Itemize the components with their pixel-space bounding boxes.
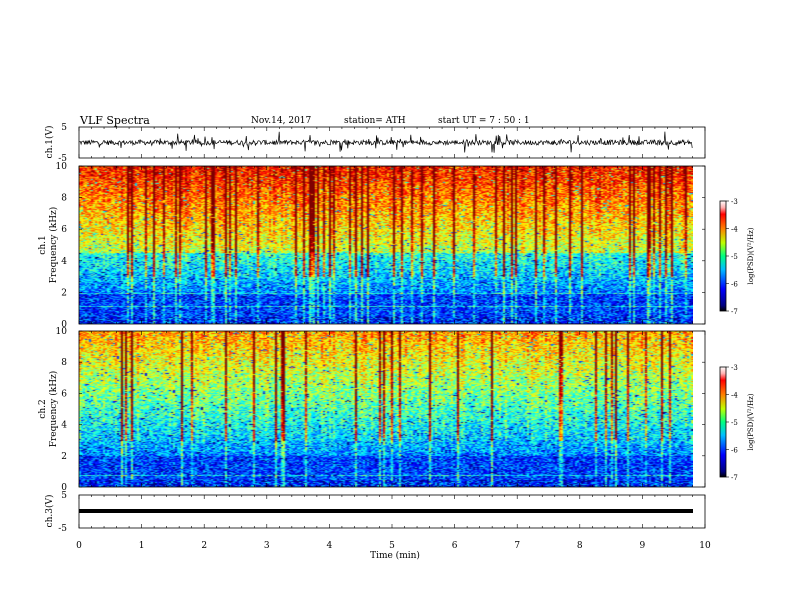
ch2-spectrogram-panel: 10 8 6 4 2 0 ch.2 Frequency (kHz) bbox=[38, 327, 706, 493]
time-axis-label: Time (min) bbox=[370, 550, 420, 561]
ch2-colorbar-ticklabels: -3 -4 -5 -6 -7 bbox=[726, 364, 738, 482]
ch2-frequency-ticklabels: 10 8 6 4 2 0 bbox=[56, 327, 705, 493]
ch1-spectrogram-panel: 10 8 6 4 2 0 ch.1 Frequency (kHz) bbox=[38, 162, 706, 330]
time-tick-label: 9 bbox=[640, 541, 646, 551]
colorbar-tick-label: -5 bbox=[731, 419, 738, 427]
time-tick-label: 8 bbox=[577, 541, 583, 551]
ch1-spectrogram-image bbox=[79, 166, 693, 324]
frequency-tick-label: 2 bbox=[61, 288, 67, 298]
colorbar-tick-label: -7 bbox=[731, 308, 738, 316]
frequency-tick-label: 10 bbox=[56, 327, 68, 337]
time-tick-label: 1 bbox=[139, 541, 145, 551]
ch3-ytick-top: 5 bbox=[61, 491, 67, 501]
ch3-waveform-panel: 5 -5 ch.3(V) bbox=[44, 491, 706, 534]
frequency-tick-label: 0 bbox=[61, 320, 67, 330]
start-time-label: start UT = 7 : 50 : 1 bbox=[438, 116, 530, 126]
ch3-waveform-ticks bbox=[78, 495, 706, 528]
ch1-waveform-ticks bbox=[78, 127, 706, 158]
ch1-colorbar-gradient bbox=[720, 201, 726, 311]
time-tick-label: 0 bbox=[76, 541, 82, 551]
ch1-waveform-ylabel: ch.1(V) bbox=[44, 126, 55, 159]
ch1-waveform-line bbox=[78, 131, 693, 153]
ch1-frequency-ticklabels: 10 8 6 4 2 0 bbox=[56, 162, 705, 330]
ch1-waveform-panel: 5 -5 ch.1(V) bbox=[44, 123, 706, 164]
colorbar-tick-label: -3 bbox=[731, 364, 738, 372]
time-tick-label: 2 bbox=[201, 541, 207, 551]
ch2-spectrogram-ticks bbox=[78, 331, 706, 487]
time-tick-label: 10 bbox=[699, 541, 711, 551]
ch1-channel-label: ch.1 bbox=[38, 235, 48, 254]
ch3-waveform-ylabel: ch.3(V) bbox=[44, 495, 55, 528]
colorbar-tick-label: -5 bbox=[731, 253, 738, 261]
ch1-ytick-top: 5 bbox=[61, 123, 67, 133]
time-tick-label: 6 bbox=[452, 541, 458, 551]
ch2-channel-label: ch.2 bbox=[38, 399, 48, 418]
ch2-colorbar: -3 -4 -5 -6 -7 log(PSD)(V²/Hz) bbox=[719, 364, 755, 482]
frequency-tick-label: 8 bbox=[61, 194, 67, 204]
colorbar-tick-label: -3 bbox=[731, 198, 738, 206]
frequency-tick-label: 4 bbox=[61, 257, 67, 267]
time-tick-label: 3 bbox=[264, 541, 270, 551]
ch2-colorbar-gradient bbox=[720, 367, 726, 477]
ch2-colorbar-label: log(PSD)(V²/Hz) bbox=[747, 393, 755, 450]
colorbar-tick-label: -4 bbox=[731, 392, 738, 400]
date-label: Nov.14, 2017 bbox=[251, 116, 312, 126]
ch3-waveform-line bbox=[79, 509, 693, 513]
frequency-tick-label: 6 bbox=[61, 225, 67, 235]
colorbar-tick-label: -6 bbox=[731, 281, 738, 289]
frequency-tick-label: 6 bbox=[61, 389, 67, 399]
figure-title: VLF Spectra bbox=[79, 114, 150, 127]
ch1-colorbar: -3 -4 -5 -6 -7 log(PSD)(V²/Hz) bbox=[719, 198, 755, 316]
frequency-tick-label: 10 bbox=[56, 162, 68, 172]
ch1-spectrogram-ticks bbox=[78, 166, 706, 324]
colorbar-tick-label: -6 bbox=[731, 447, 738, 455]
frequency-tick-label: 8 bbox=[61, 358, 67, 368]
station-label: station= ATH bbox=[344, 116, 406, 126]
time-axis-ticklabels: 0 1 2 3 4 5 6 7 8 9 10 bbox=[76, 541, 711, 551]
time-tick-label: 7 bbox=[514, 541, 520, 551]
colorbar-tick-label: -4 bbox=[731, 226, 738, 234]
ch1-colorbar-label: log(PSD)(V²/Hz) bbox=[747, 227, 755, 284]
frequency-tick-label: 4 bbox=[61, 421, 67, 431]
ch1-ytick-bottom: -5 bbox=[58, 154, 67, 164]
ch2-spectrogram-image bbox=[79, 331, 693, 487]
ch1-frequency-axis-label: Frequency (kHz) bbox=[48, 207, 59, 284]
ch3-ytick-bottom: -5 bbox=[58, 524, 67, 534]
ch2-frequency-axis-label: Frequency (kHz) bbox=[48, 371, 59, 448]
colorbar-tick-label: -7 bbox=[731, 474, 738, 482]
time-tick-label: 4 bbox=[327, 541, 333, 551]
frequency-tick-label: 2 bbox=[61, 452, 67, 462]
ch1-colorbar-ticklabels: -3 -4 -5 -6 -7 bbox=[726, 198, 738, 316]
time-tick-label: 5 bbox=[389, 541, 395, 551]
frequency-tick-label: 0 bbox=[61, 483, 67, 493]
